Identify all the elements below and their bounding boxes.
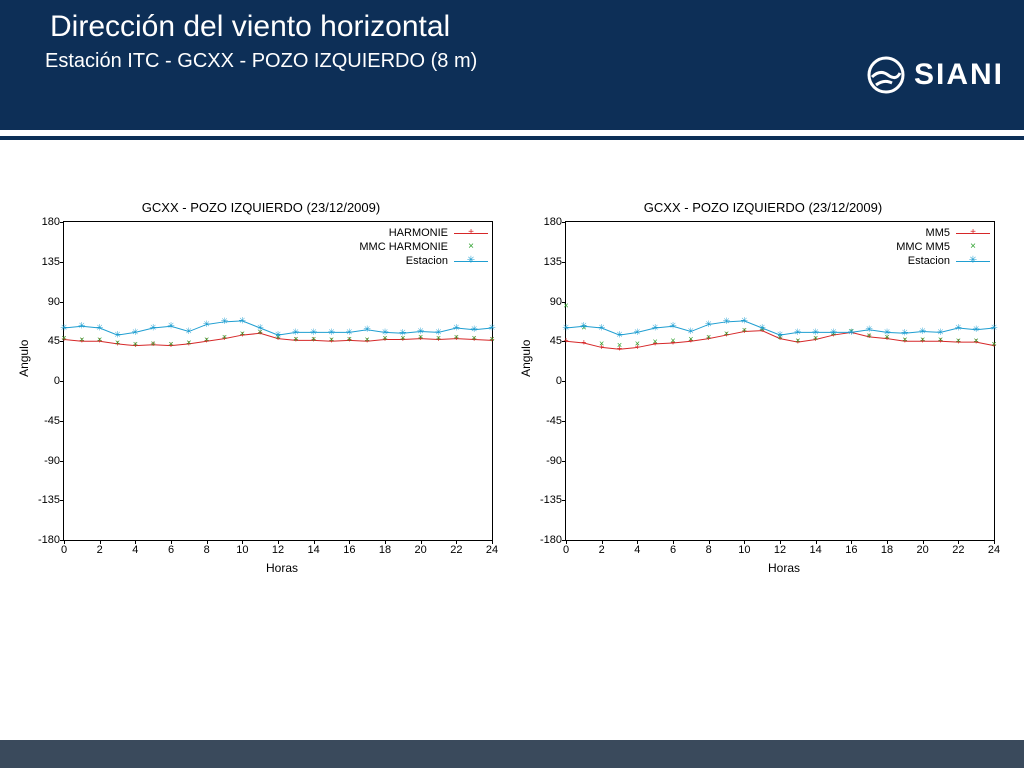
- svg-text:×: ×: [472, 333, 477, 343]
- svg-text:✳: ✳: [937, 327, 945, 337]
- svg-text:×: ×: [670, 336, 675, 346]
- series-svg: +++++++++++++++++++++++++×××××××××××××××…: [566, 222, 994, 540]
- svg-text:×: ×: [742, 325, 747, 335]
- svg-text:×: ×: [920, 335, 925, 345]
- header: Dirección del viento horizontal Estación…: [0, 0, 1024, 130]
- chart-left: GCXX - POZO IZQUIERDO (23/12/2009) Angul…: [21, 200, 501, 580]
- svg-text:✳: ✳: [488, 322, 496, 332]
- svg-text:×: ×: [186, 337, 191, 347]
- svg-text:✳: ✳: [256, 322, 264, 332]
- svg-text:✳: ✳: [399, 328, 407, 338]
- svg-text:✳: ✳: [381, 327, 389, 337]
- svg-text:×: ×: [991, 339, 996, 349]
- svg-text:✳: ✳: [310, 327, 318, 337]
- svg-text:✳: ✳: [741, 315, 749, 325]
- svg-text:✳: ✳: [328, 327, 336, 337]
- svg-text:+: +: [581, 337, 586, 347]
- svg-text:✳: ✳: [346, 327, 354, 337]
- svg-text:×: ×: [635, 338, 640, 348]
- svg-text:✳: ✳: [203, 319, 211, 329]
- chart-row: GCXX - POZO IZQUIERDO (23/12/2009) Angul…: [0, 140, 1024, 580]
- svg-text:×: ×: [617, 340, 622, 350]
- svg-text:✳: ✳: [167, 321, 175, 331]
- svg-text:×: ×: [724, 329, 729, 339]
- svg-text:✳: ✳: [651, 322, 659, 332]
- svg-text:✳: ✳: [919, 326, 927, 336]
- svg-text:✳: ✳: [634, 327, 642, 337]
- y-axis-label: Angulo: [17, 340, 31, 377]
- svg-text:✳: ✳: [274, 329, 282, 339]
- logo-text: SIANI: [914, 58, 1004, 92]
- x-axis-label: Horas: [565, 561, 1003, 575]
- svg-text:✳: ✳: [185, 326, 193, 336]
- svg-text:✳: ✳: [470, 324, 478, 334]
- svg-text:✳: ✳: [96, 322, 104, 332]
- svg-text:✳: ✳: [292, 327, 300, 337]
- svg-text:✳: ✳: [363, 324, 371, 334]
- svg-text:×: ×: [204, 335, 209, 345]
- svg-text:✳: ✳: [149, 322, 157, 332]
- svg-text:×: ×: [795, 336, 800, 346]
- svg-text:×: ×: [168, 339, 173, 349]
- plot-area: HARMONIE+MMC HARMONIE×Estacion✳ -180-135…: [63, 221, 493, 541]
- page-title: Dirección del viento horizontal: [0, 10, 1024, 44]
- svg-text:×: ×: [240, 329, 245, 339]
- svg-text:✳: ✳: [758, 322, 766, 332]
- svg-text:✳: ✳: [723, 316, 731, 326]
- globe-icon: [866, 55, 906, 95]
- svg-text:✳: ✳: [221, 316, 229, 326]
- svg-text:×: ×: [79, 335, 84, 345]
- svg-text:✳: ✳: [848, 327, 856, 337]
- svg-text:✳: ✳: [972, 324, 980, 334]
- logo: SIANI: [866, 55, 1004, 95]
- svg-text:×: ×: [956, 336, 961, 346]
- svg-text:×: ×: [974, 336, 979, 346]
- svg-text:✳: ✳: [132, 327, 140, 337]
- svg-text:✳: ✳: [794, 327, 802, 337]
- svg-text:✳: ✳: [453, 322, 461, 332]
- series-svg: +++++++++++++++++++++++++×××××××××××××××…: [64, 222, 492, 540]
- svg-text:✳: ✳: [812, 327, 820, 337]
- svg-text:✳: ✳: [990, 322, 998, 332]
- chart-right: GCXX - POZO IZQUIERDO (23/12/2009) Angul…: [523, 200, 1003, 580]
- svg-text:×: ×: [653, 337, 658, 347]
- svg-text:×: ×: [454, 332, 459, 342]
- svg-text:✳: ✳: [687, 326, 695, 336]
- svg-text:✳: ✳: [598, 322, 606, 332]
- svg-text:✳: ✳: [955, 322, 963, 332]
- svg-text:×: ×: [133, 339, 138, 349]
- svg-text:×: ×: [97, 335, 102, 345]
- svg-text:✳: ✳: [669, 321, 677, 331]
- svg-text:×: ×: [365, 335, 370, 345]
- svg-text:✳: ✳: [616, 329, 624, 339]
- svg-text:×: ×: [563, 300, 568, 310]
- svg-text:✳: ✳: [705, 319, 713, 329]
- svg-text:×: ×: [599, 338, 604, 348]
- svg-text:✳: ✳: [239, 315, 247, 325]
- svg-text:✳: ✳: [883, 327, 891, 337]
- svg-text:×: ×: [151, 338, 156, 348]
- svg-text:✳: ✳: [78, 321, 86, 331]
- svg-text:✳: ✳: [776, 329, 784, 339]
- y-axis-label: Angulo: [519, 340, 533, 377]
- svg-text:✳: ✳: [865, 324, 873, 334]
- svg-text:×: ×: [222, 332, 227, 342]
- svg-text:✳: ✳: [435, 327, 443, 337]
- chart-title: GCXX - POZO IZQUIERDO (23/12/2009): [523, 200, 1003, 215]
- plot-area: MM5+MMC MM5×Estacion✳ -180-135-90-450459…: [565, 221, 995, 541]
- x-axis-label: Horas: [63, 561, 501, 575]
- footer: [0, 740, 1024, 768]
- svg-text:✳: ✳: [417, 326, 425, 336]
- svg-text:×: ×: [489, 334, 494, 344]
- svg-text:✳: ✳: [60, 322, 68, 332]
- svg-text:✳: ✳: [830, 327, 838, 337]
- svg-text:✳: ✳: [114, 329, 122, 339]
- svg-text:✳: ✳: [562, 322, 570, 332]
- chart-title: GCXX - POZO IZQUIERDO (23/12/2009): [21, 200, 501, 215]
- svg-text:+: +: [563, 336, 568, 346]
- svg-text:✳: ✳: [580, 321, 588, 331]
- svg-text:✳: ✳: [901, 328, 909, 338]
- svg-text:×: ×: [706, 332, 711, 342]
- svg-text:×: ×: [61, 333, 66, 343]
